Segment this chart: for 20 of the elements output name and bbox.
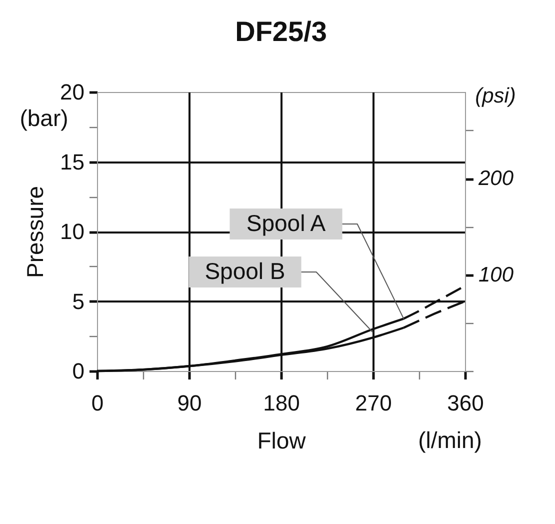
text: (bar) [20,105,68,131]
x-axis-title: Flow [257,428,306,454]
text: Spool B [204,258,286,284]
x-tick-label: 360 [447,390,484,416]
x-tick-label: 90 [177,390,202,416]
y-tick-label: 20 [60,80,84,104]
y2-axis-title: (psi) [475,84,516,108]
text: (l/min) [418,427,482,453]
y-tick-label: 0 [72,358,84,384]
y-tick-label: 10 [60,219,84,244]
x-tick-label: 270 [355,390,392,416]
x-tick-label: 0 [91,390,104,416]
y2-tick-label: 100 [478,263,514,286]
chart-title: DF25/3 [235,16,327,47]
y2-tick-label: 200 [478,167,514,190]
y-tick-label: 15 [60,149,84,174]
x-tick-label: 180 [263,390,300,416]
y-tick-label: 5 [72,288,84,314]
y-axis-title: Pressure [22,186,48,278]
text: Spool A [246,210,326,236]
